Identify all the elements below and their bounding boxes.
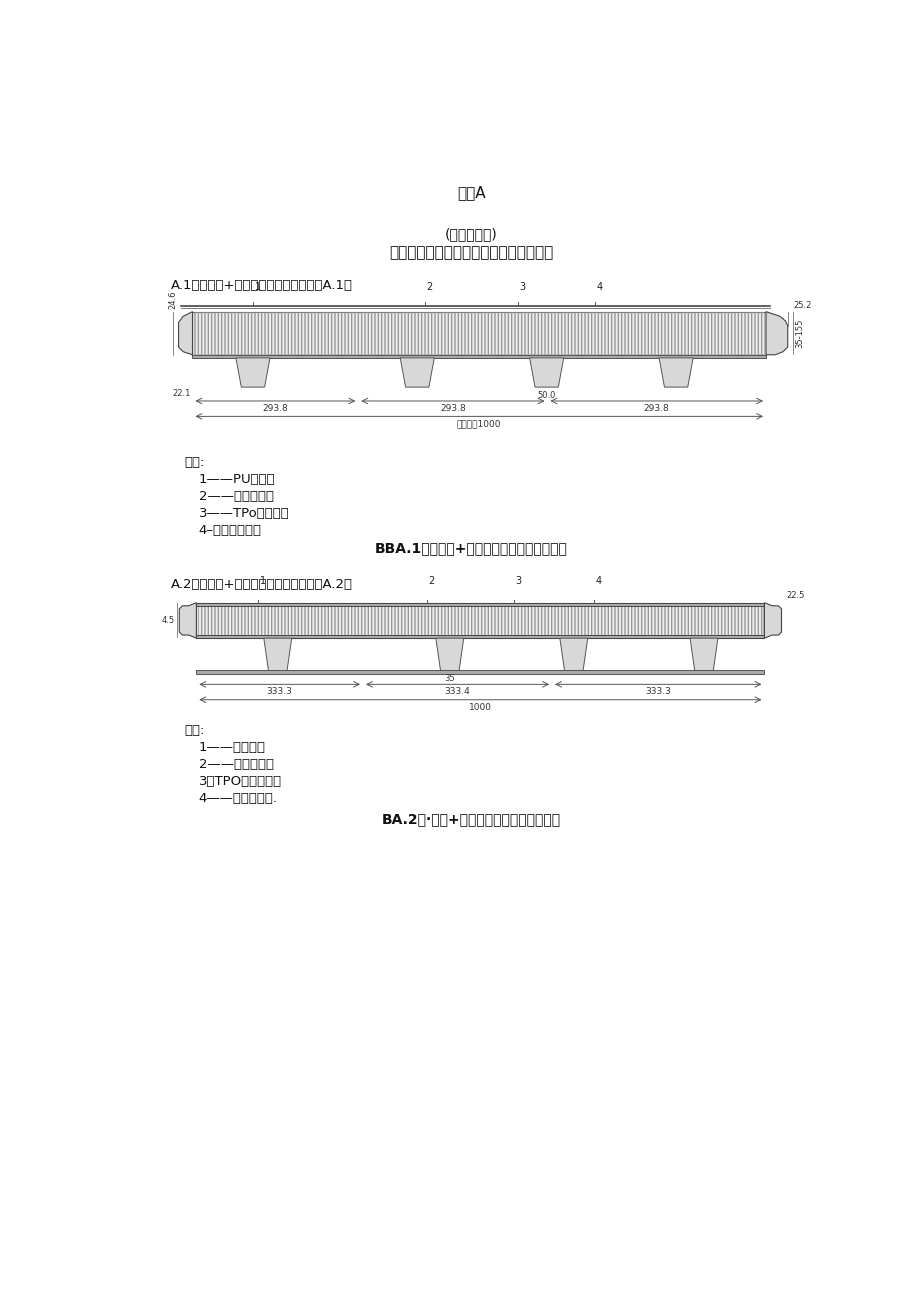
Text: A.1金属单面+防水卷材夹芯板构造见图A.1。: A.1金属单面+防水卷材夹芯板构造见图A.1。 bbox=[171, 280, 352, 293]
Polygon shape bbox=[178, 312, 192, 355]
Text: 4: 4 bbox=[595, 576, 601, 585]
Text: 35: 35 bbox=[444, 674, 455, 683]
Polygon shape bbox=[400, 358, 434, 388]
Polygon shape bbox=[192, 355, 766, 358]
Text: BA.2金·双面+防水卷材夹芯板构造示京图: BA.2金·双面+防水卷材夹芯板构造示京图 bbox=[381, 812, 561, 826]
Text: BBA.1金属单面+防水卷材夹芯板构造示意图: BBA.1金属单面+防水卷材夹芯板构造示意图 bbox=[375, 541, 567, 556]
Polygon shape bbox=[196, 602, 764, 637]
Text: 3－TPO热型别板；: 3－TPO热型别板； bbox=[199, 775, 281, 788]
Text: A.2金属双面+防水卷材夹芯板构造见图A.2。: A.2金属双面+防水卷材夹芯板构造见图A.2。 bbox=[171, 578, 352, 591]
Text: 1: 1 bbox=[255, 281, 260, 291]
Text: 333.4: 333.4 bbox=[444, 687, 470, 696]
Text: 50.0: 50.0 bbox=[537, 392, 555, 399]
Polygon shape bbox=[196, 670, 764, 674]
Text: 2: 2 bbox=[427, 576, 434, 585]
Text: 24.6: 24.6 bbox=[168, 291, 177, 310]
Text: 金属单面及双面封边复合夹芯板构造示例: 金属单面及双面封边复合夹芯板构造示例 bbox=[389, 245, 553, 260]
Polygon shape bbox=[179, 602, 196, 637]
Text: 2——保线芯材：: 2——保线芯材： bbox=[199, 490, 274, 503]
Polygon shape bbox=[264, 637, 291, 670]
Text: 293.8: 293.8 bbox=[262, 405, 288, 412]
Text: 3——TPo防水卷材: 3——TPo防水卷材 bbox=[199, 507, 289, 520]
Polygon shape bbox=[658, 358, 692, 388]
Text: 333.3: 333.3 bbox=[267, 687, 292, 696]
Polygon shape bbox=[235, 358, 269, 388]
Text: 1——阳封边：: 1——阳封边： bbox=[199, 742, 266, 755]
Text: 1000: 1000 bbox=[469, 703, 492, 712]
Text: 4: 4 bbox=[596, 281, 603, 291]
Text: 说明:: 说明: bbox=[185, 457, 205, 470]
Text: 4——底层金属板.: 4——底层金属板. bbox=[199, 792, 278, 805]
Text: 3: 3 bbox=[516, 576, 521, 585]
Text: 常系模宽1000: 常系模宽1000 bbox=[457, 419, 501, 428]
Text: 2——保讯芯材：: 2——保讯芯材： bbox=[199, 758, 274, 771]
Text: 附录A: 附录A bbox=[457, 185, 485, 200]
Polygon shape bbox=[764, 602, 780, 637]
Text: 3: 3 bbox=[519, 281, 525, 291]
Text: (资料性附录): (资料性附录) bbox=[445, 226, 497, 241]
Text: 35-155: 35-155 bbox=[795, 319, 803, 347]
Polygon shape bbox=[436, 637, 463, 670]
Text: 25.2: 25.2 bbox=[792, 301, 811, 310]
Polygon shape bbox=[560, 637, 587, 670]
Text: 4–底层金讽板。: 4–底层金讽板。 bbox=[199, 524, 261, 537]
Text: 22.5: 22.5 bbox=[786, 592, 803, 600]
Polygon shape bbox=[196, 635, 764, 637]
Polygon shape bbox=[766, 312, 787, 355]
Text: 2: 2 bbox=[426, 281, 432, 291]
Text: 1: 1 bbox=[260, 576, 266, 585]
Polygon shape bbox=[529, 358, 563, 388]
Text: 22.1: 22.1 bbox=[173, 389, 191, 398]
Text: 1——PU封边；: 1——PU封边； bbox=[199, 474, 275, 487]
Text: 4.5: 4.5 bbox=[162, 615, 175, 624]
Polygon shape bbox=[196, 602, 764, 606]
Text: 293.8: 293.8 bbox=[643, 405, 669, 412]
Polygon shape bbox=[689, 637, 717, 670]
Polygon shape bbox=[192, 312, 766, 355]
Text: 293.8: 293.8 bbox=[439, 405, 465, 412]
Text: 说明:: 说明: bbox=[185, 725, 205, 738]
Text: 333.3: 333.3 bbox=[644, 687, 671, 696]
